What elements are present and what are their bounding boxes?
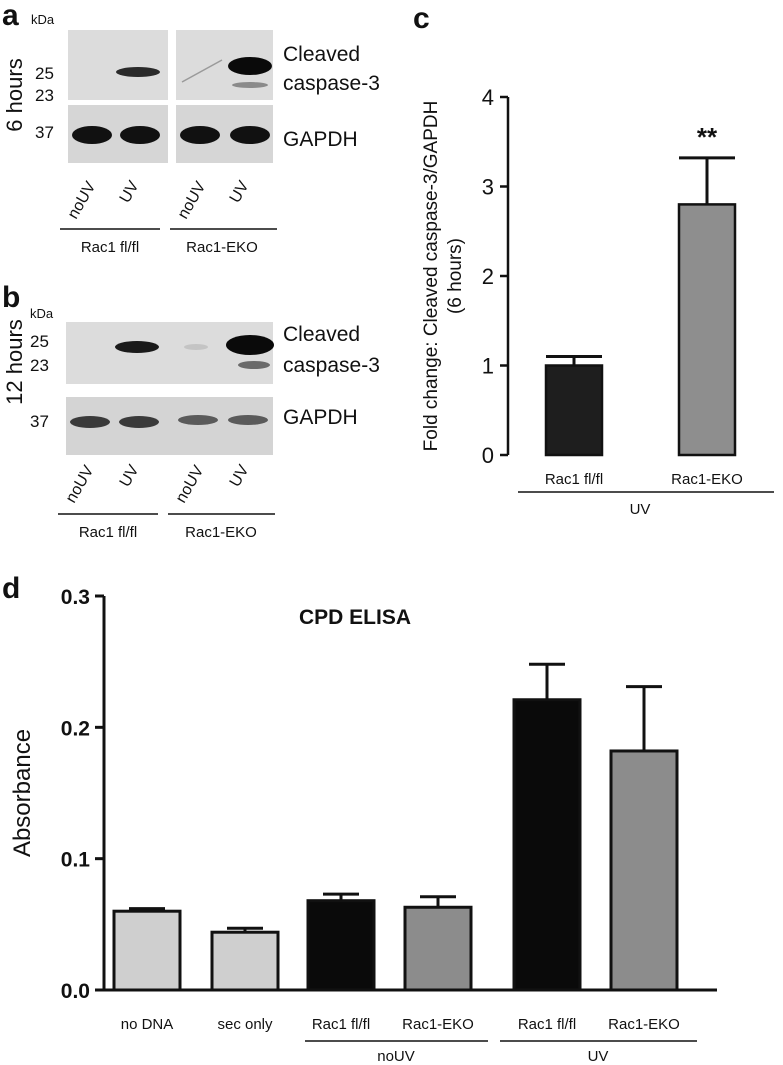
band-b-gapdh-lane2 — [119, 416, 159, 428]
panel-b-caspase-label-line1: Cleaved — [283, 323, 360, 346]
chart-d-category-label: no DNA — [121, 1016, 174, 1033]
panel-b-group1-label: Rac1 fl/fl — [79, 524, 137, 541]
chart-d-category-label: Rac1-EKO — [608, 1016, 680, 1033]
panel-a-lane2-label: UV — [117, 178, 143, 206]
chart-d-category-label: sec only — [217, 1016, 273, 1033]
panel-a-lane1-label: noUV — [65, 179, 100, 222]
panel-b-lane4-label: UV — [227, 462, 253, 490]
panel-b-caspase-label-line2: caspase-3 — [283, 354, 380, 377]
chart-c-ylabel-line1: Fold change: Cleaved caspase-3/GAPDH — [421, 101, 442, 452]
chart-d-bar — [112, 909, 182, 992]
panel-a-caspase-label-line1: Cleaved — [283, 43, 360, 66]
panel-b: b 12 hours kDa 25 23 37 Cleaved caspase-… — [2, 281, 380, 541]
band-b-caspase-lane4-23 — [238, 361, 270, 369]
band-a-gapdh-lane2 — [120, 126, 160, 144]
panel-a-lane4-label: UV — [227, 178, 253, 206]
chart-c-ytick-label: 2 — [482, 264, 494, 289]
chart-d-ytick-label: 0.1 — [61, 849, 91, 872]
panel-a-kda-label: kDa — [31, 12, 55, 27]
band-b-caspase-lane4 — [226, 335, 274, 355]
panel-d: d 0.0 0.1 0.2 0.3 CPD ELISA Absorbance no DNA s… — [2, 572, 717, 1065]
panel-a: a 6 hours kDa 25 23 37 Cleaved caspase-3… — [2, 0, 380, 256]
chart-c-category-label: Rac1 fl/fl — [545, 471, 603, 488]
panel-b-kda-label: kDa — [30, 306, 54, 321]
panel-b-mw-37: 37 — [30, 412, 49, 431]
panel-b-letter: b — [2, 281, 20, 314]
chart-d-category-label: Rac1 fl/fl — [312, 1016, 370, 1033]
band-b-caspase-lane2 — [115, 341, 159, 353]
panel-a-mw-23: 23 — [35, 86, 54, 105]
chart-c-ytick-label: 3 — [482, 175, 494, 200]
chart-d-bar — [512, 698, 582, 992]
panel-a-letter: a — [2, 0, 19, 32]
panel-b-lane1-label: noUV — [63, 463, 98, 506]
chart-d-bar — [403, 905, 473, 992]
chart-c-significance: ** — [697, 122, 718, 152]
chart-c: 0 1 2 3 4 Rac1 fl/fl Rac1-EKO ** UV Fold change: … — [421, 85, 774, 518]
chart-c-ytick-label: 4 — [482, 85, 494, 110]
band-a-gapdh-lane4 — [230, 126, 270, 144]
chart-c-group-label: UV — [630, 501, 651, 518]
blot-a-scratch — [181, 59, 223, 83]
panel-a-group1-label: Rac1 fl/fl — [81, 239, 139, 256]
panel-b-mw-25: 25 — [30, 332, 49, 351]
chart-d-group2-label: UV — [588, 1048, 609, 1065]
band-a-caspase-lane2 — [116, 67, 160, 77]
chart-c-category-label: Rac1-EKO — [671, 471, 743, 488]
panel-c-letter: c — [413, 2, 430, 35]
band-a-gapdh-lane3 — [180, 126, 220, 144]
chart-d-ylabel: Absorbance — [9, 729, 36, 857]
chart-d-title: CPD ELISA — [299, 606, 411, 629]
panel-b-time-label: 12 hours — [2, 319, 27, 405]
band-b-gapdh-lane1 — [70, 416, 110, 428]
panel-a-caspase-label-line2: caspase-3 — [283, 72, 380, 95]
panel-a-lane3-label: noUV — [175, 179, 210, 222]
panel-d-letter: d — [2, 572, 20, 605]
chart-d-ytick-label: 0.0 — [61, 980, 90, 1003]
band-b-gapdh-lane3 — [178, 415, 218, 425]
band-b-caspase-lane3 — [184, 344, 208, 350]
band-b-gapdh-lane4 — [228, 415, 268, 425]
chart-d-bar — [210, 930, 280, 992]
band-a-gapdh-lane1 — [72, 126, 112, 144]
chart-d: 0.0 0.1 0.2 0.3 CPD ELISA Absorbance no DNA sec… — [9, 586, 717, 1065]
panel-b-lane3-label: noUV — [173, 463, 208, 506]
panel-a-gapdh-label: GAPDH — [283, 128, 358, 151]
chart-d-bar — [609, 749, 679, 992]
chart-d-group1-label: noUV — [377, 1048, 415, 1065]
chart-c-ylabel-line2: (6 hours) — [445, 238, 466, 314]
blot-a-caspase-left — [68, 30, 168, 100]
band-a-caspase-lane4 — [228, 57, 272, 75]
chart-c-bar — [544, 364, 604, 457]
band-a-caspase-lane4-23 — [232, 82, 268, 88]
panel-c: c 0 1 2 3 4 Rac1 fl/fl Rac1-EKO ** UV Fold change… — [413, 2, 774, 518]
chart-d-category-label: Rac1-EKO — [402, 1016, 474, 1033]
chart-d-bar — [306, 899, 376, 992]
chart-c-ytick-label: 0 — [482, 443, 494, 468]
panel-b-mw-23: 23 — [30, 356, 49, 375]
panel-b-gapdh-label: GAPDH — [283, 406, 358, 429]
chart-d-category-label: Rac1 fl/fl — [518, 1016, 576, 1033]
chart-c-bar — [677, 203, 737, 457]
panel-a-time-label: 6 hours — [2, 58, 27, 131]
panel-b-group2-label: Rac1-EKO — [185, 524, 257, 541]
panel-a-group2-label: Rac1-EKO — [186, 239, 258, 256]
chart-d-ytick-label: 0.3 — [61, 586, 90, 609]
chart-c-ytick-label: 1 — [482, 354, 494, 379]
panel-a-mw-25: 25 — [35, 64, 54, 83]
chart-d-ytick-label: 0.2 — [61, 717, 90, 740]
panel-a-mw-37: 37 — [35, 123, 54, 142]
panel-b-lane2-label: UV — [117, 462, 143, 490]
